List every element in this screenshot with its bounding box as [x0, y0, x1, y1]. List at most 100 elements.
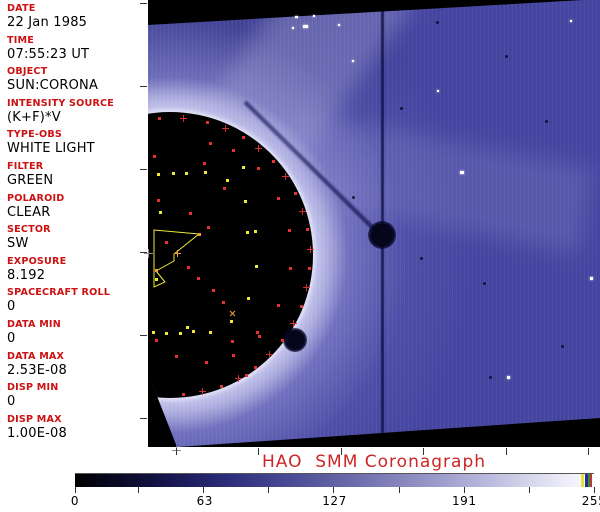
limb-fiducial-dot	[308, 267, 311, 270]
metadata-label: SECTOR	[7, 224, 51, 236]
star-speck	[460, 171, 464, 174]
calibration-dot-yellow	[242, 166, 245, 169]
metadata-value: 0	[7, 299, 16, 315]
axis-tick-bottom	[506, 448, 507, 455]
metadata-value: SW	[7, 236, 29, 252]
calibration-dot-red	[153, 155, 156, 158]
calibration-dot-red	[223, 187, 226, 190]
sector-vertex-dot	[198, 233, 201, 236]
calibration-dot-yellow	[254, 230, 257, 233]
metadata-value: 07:55:23 UT	[7, 46, 90, 62]
axis-tick-left	[140, 3, 147, 4]
metadata-field: TYPE-OBS WHITE LIGHT	[7, 130, 147, 157]
calibration-dot-yellow	[192, 330, 195, 333]
limb-fiducial-plus	[299, 208, 306, 215]
colorbar-tick	[398, 487, 400, 493]
axis-tick-left	[140, 335, 147, 336]
dust-speck	[505, 55, 508, 58]
axis-tick-bottom	[258, 448, 259, 455]
limb-fiducial-plus	[199, 388, 206, 395]
calibration-dot-red	[155, 339, 158, 342]
limb-fiducial-dot	[300, 305, 303, 308]
calibration-dot-red	[257, 167, 260, 170]
calibration-dot-yellow	[226, 179, 229, 182]
calibration-dot-yellow	[204, 171, 207, 174]
calibration-dot-red	[277, 304, 280, 307]
calibration-dot-yellow	[165, 332, 168, 335]
limb-fiducial-dot	[254, 366, 257, 369]
metadata-panel: DATE 22 Jan 1985 TIME 07:55:23 UT OBJECT SUN:…	[0, 0, 147, 447]
limb-fiducial-plus	[282, 173, 289, 180]
intensity-colorbar	[75, 473, 594, 487]
metadata-field: SECTOR SW	[7, 224, 147, 252]
limb-fiducial-dot	[220, 385, 223, 388]
colorbar-tick	[594, 487, 595, 493]
calibration-dot-yellow	[209, 331, 212, 334]
limb-fiducial-dot	[281, 339, 284, 342]
limb-fiducial-plus	[303, 284, 310, 291]
calibration-dot-yellow	[230, 320, 233, 323]
metadata-label: EXPOSURE	[7, 255, 67, 267]
metadata-value: WHITE LIGHT	[7, 141, 95, 157]
limb-fiducial-dot	[182, 393, 185, 396]
sun-center-marker	[144, 249, 153, 258]
calibration-dot-red	[232, 149, 235, 152]
calibration-dot-red	[245, 374, 248, 377]
colorbar-tick	[75, 487, 76, 493]
metadata-label: OBJECT	[7, 66, 48, 78]
colorbar-tick-label: 63	[196, 494, 213, 508]
calibration-dot-yellow	[246, 231, 249, 234]
metadata-field: POLAROID CLEAR	[7, 192, 147, 220]
image-title: HAO SMM Coronagraph	[261, 452, 487, 472]
axis-tick-left	[140, 252, 147, 253]
calibration-dot-red	[288, 229, 291, 232]
star-speck	[352, 60, 354, 62]
calibration-dot-red	[289, 267, 292, 270]
dust-speck	[545, 120, 548, 123]
axis-tick-left	[140, 418, 147, 419]
calibration-dot-red	[205, 361, 208, 364]
metadata-label: DATA MIN	[7, 319, 61, 330]
metadata-field: DATA MAX 2.53E-08	[7, 350, 147, 377]
colorbar-tick-label: 0	[70, 494, 80, 508]
exposure-frame	[148, 0, 600, 447]
calibration-dot-yellow	[185, 172, 188, 175]
limb-fiducial-dot	[158, 117, 161, 120]
star-speck	[292, 27, 294, 29]
metadata-value: 1.00E-08	[7, 425, 67, 441]
star-speck	[295, 16, 298, 18]
limb-fiducial-dot	[306, 228, 309, 231]
metadata-field: DISP MIN 0	[7, 382, 147, 409]
colorbar-saturation-stripe	[589, 474, 592, 487]
calibration-dot-red	[203, 162, 206, 165]
metadata-label: DISP MIN	[7, 382, 59, 394]
star-speck	[507, 376, 510, 379]
colorbar-tick	[333, 487, 335, 493]
dust-speck	[489, 376, 492, 379]
calibration-dot-red	[197, 277, 200, 280]
calibration-dot-red	[258, 335, 261, 338]
star-speck	[437, 90, 439, 92]
metadata-field: DISP MAX 1.00E-08	[7, 414, 147, 441]
colorbar-saturation-stripe	[585, 474, 588, 487]
metadata-label: POLAROID	[7, 192, 65, 204]
calibration-dot-yellow	[157, 173, 160, 176]
limb-fiducial-plus	[222, 125, 229, 132]
metadata-value: CLEAR	[7, 204, 51, 220]
colorbar-tick	[203, 487, 205, 493]
calibration-dot-red	[256, 331, 259, 334]
calibration-dot-red	[187, 266, 190, 269]
calibration-dot-red	[212, 289, 215, 292]
coronagraph-image[interactable]	[148, 0, 600, 447]
calibration-dot-red	[222, 301, 225, 304]
metadata-label: DATA MAX	[7, 350, 65, 362]
colorbar-tick-label: 255	[581, 494, 600, 508]
metadata-field: DATA MIN 0	[7, 319, 147, 346]
colorbar-tick	[463, 487, 465, 493]
metadata-label: TIME	[7, 34, 34, 46]
occulter-ball	[283, 328, 307, 352]
star-speck	[338, 24, 340, 26]
calibration-dot-yellow	[244, 200, 247, 203]
metadata-value: 0	[7, 331, 16, 346]
